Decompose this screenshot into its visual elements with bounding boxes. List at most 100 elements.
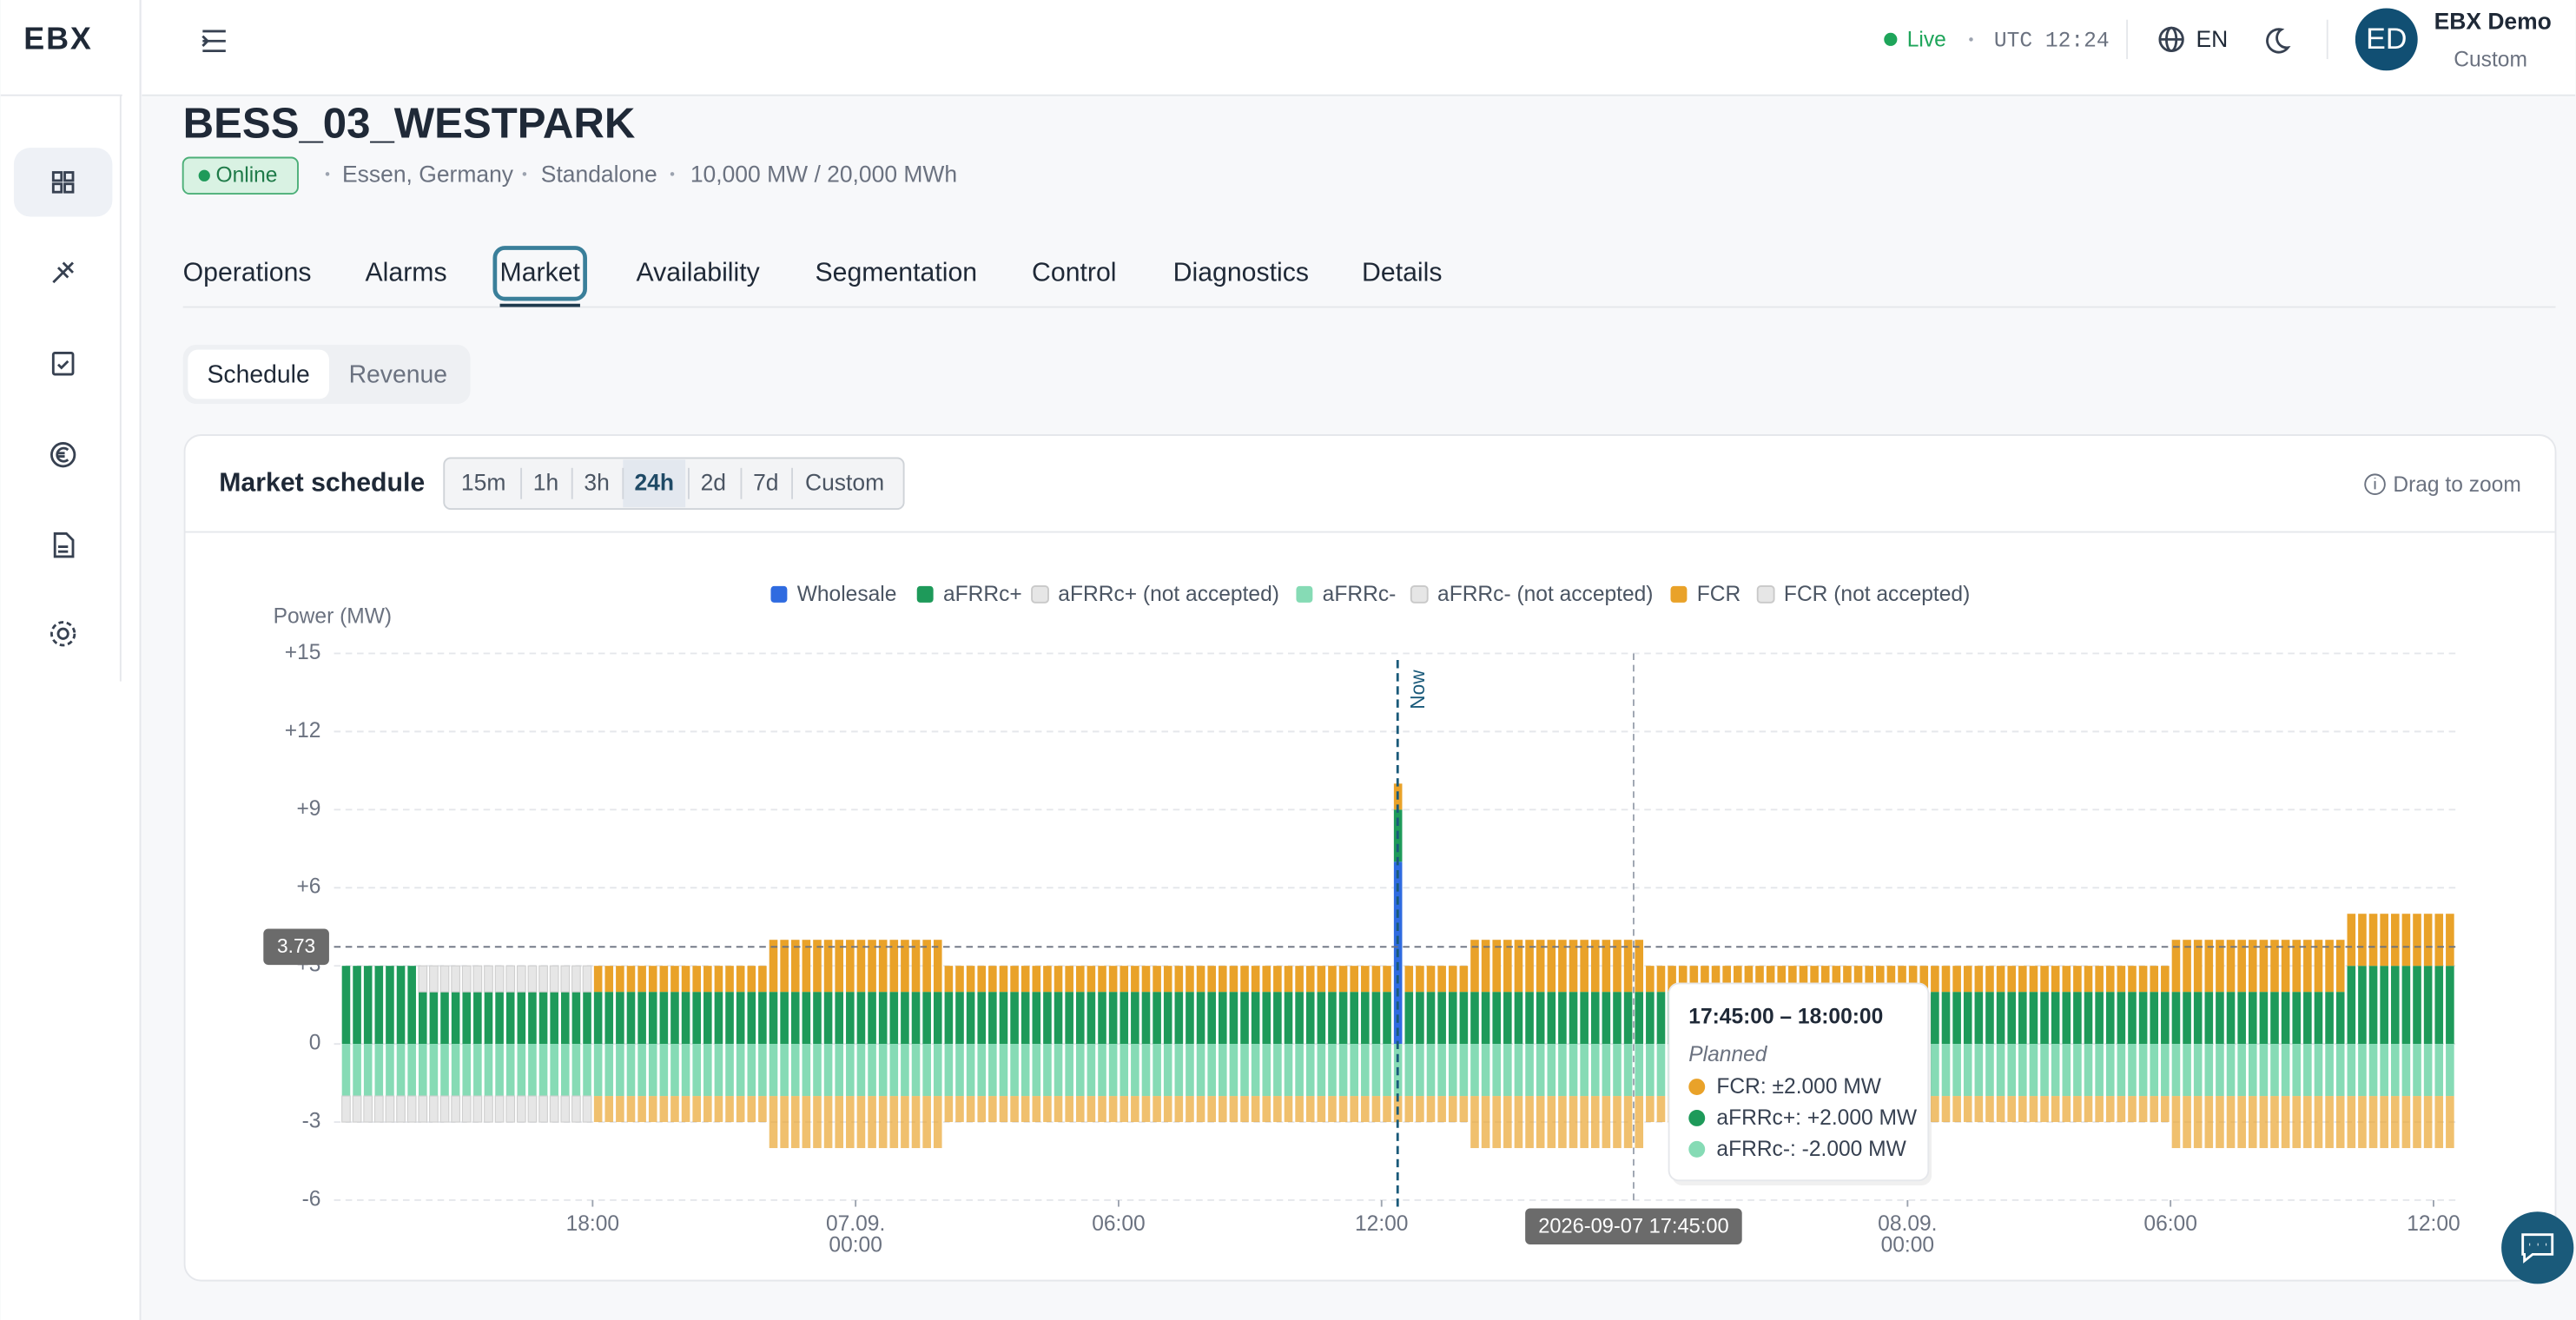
bar-segment <box>2105 1044 2115 1097</box>
x-tick-label: 06:00 <box>1092 1212 1145 1236</box>
bar-segment <box>1437 966 1446 993</box>
range-option[interactable]: 1h <box>533 470 558 496</box>
bar-segment <box>2128 1044 2137 1097</box>
bar-segment <box>1898 966 1906 993</box>
avatar[interactable] <box>2355 8 2418 71</box>
bar-segment <box>1075 1096 1085 1123</box>
bar-segment <box>2051 1096 2060 1123</box>
bar-segment <box>495 992 504 1045</box>
bar-segment <box>1426 1096 1436 1123</box>
range-option[interactable]: Custom <box>805 470 884 496</box>
bar-segment <box>626 1096 636 1123</box>
bar-segment <box>2062 966 2071 993</box>
bar-segment <box>2193 940 2203 993</box>
bar-segment <box>769 1044 778 1097</box>
bar-segment <box>2128 992 2137 1045</box>
bar-segment <box>407 966 416 1045</box>
bar-segment <box>472 1095 483 1123</box>
tab[interactable]: Segmentation <box>816 259 978 287</box>
bar-segment <box>813 1096 822 1149</box>
bar-segment <box>1075 966 1085 993</box>
globe-icon[interactable] <box>2158 26 2184 53</box>
bar-segment <box>2161 1044 2170 1097</box>
bar-segment <box>856 1044 866 1097</box>
bar-segment <box>2073 992 2082 1045</box>
bar-segment <box>429 1095 439 1123</box>
range-option[interactable]: 3h <box>584 470 609 496</box>
range-option[interactable]: 24h <box>634 470 674 496</box>
bar-segment <box>2303 1096 2312 1149</box>
tooltip-dot <box>1688 1140 1706 1158</box>
bar-segment <box>1613 1044 1622 1097</box>
bar-segment <box>1788 966 1797 993</box>
tab[interactable]: Operations <box>183 259 312 287</box>
bar-segment <box>1931 1044 1939 1097</box>
bar-segment <box>1492 1096 1502 1149</box>
bar-segment <box>1492 940 1502 993</box>
bar-segment <box>878 992 888 1045</box>
bar-segment <box>1503 992 1512 1045</box>
menu-toggle[interactable] <box>201 30 226 53</box>
bar-segment <box>868 992 876 1045</box>
badge-dot <box>198 169 210 182</box>
bar-segment <box>538 1044 548 1097</box>
x-tick-label: 00:00 <box>1881 1233 1934 1257</box>
bar-segment <box>889 1096 899 1149</box>
bar-segment <box>1448 1096 1457 1123</box>
bar-segment <box>1361 992 1370 1045</box>
bar-segment <box>1262 1044 1271 1097</box>
bar-segment <box>2226 940 2236 993</box>
bar-segment <box>439 965 450 993</box>
bar-segment <box>846 1096 855 1149</box>
bar-segment <box>846 992 855 1045</box>
subtab[interactable]: Revenue <box>349 360 447 388</box>
bar-segment <box>440 992 449 1045</box>
bar-segment <box>1635 940 1644 993</box>
tab[interactable]: Details <box>1362 259 1442 287</box>
bar-segment <box>2446 1096 2454 1149</box>
bar-segment <box>769 1096 778 1149</box>
chat-button[interactable] <box>2501 1211 2574 1284</box>
range-option[interactable]: 7d <box>753 470 778 496</box>
tab[interactable]: Alarms <box>366 259 447 287</box>
subtab[interactable]: Schedule <box>208 360 310 388</box>
bar-segment <box>550 992 558 1045</box>
now-label: Now <box>1406 670 1429 710</box>
bar-segment <box>505 965 516 993</box>
bar-segment <box>648 1096 657 1123</box>
sidebar <box>0 0 141 1320</box>
legend-label: aFRRc+ (not accepted) <box>1058 583 1279 606</box>
bar-segment <box>1404 966 1414 993</box>
tooltip-status: Planned <box>1688 1043 1767 1066</box>
bar-segment <box>747 992 756 1045</box>
bar-segment <box>1810 966 1819 993</box>
tab[interactable]: Control <box>1032 259 1116 287</box>
bar-segment <box>1974 992 1984 1045</box>
range-option[interactable]: 15m <box>461 470 505 496</box>
bar-segment <box>1525 1044 1534 1097</box>
tab[interactable]: Diagnostics <box>1173 259 1309 287</box>
bar-segment <box>2117 992 2126 1045</box>
bar-segment <box>1656 1096 1666 1123</box>
bar-segment <box>1075 992 1085 1045</box>
bar-segment <box>1361 966 1370 993</box>
bar-segment <box>2423 914 2433 967</box>
legend-swatch <box>1031 584 1049 604</box>
bar-segment <box>802 1044 811 1097</box>
bar-segment <box>1163 1044 1172 1097</box>
range-option[interactable]: 2d <box>701 470 726 496</box>
bar-segment <box>363 1095 373 1123</box>
bar-segment <box>1514 1044 1523 1097</box>
bar-segment <box>2084 1096 2093 1123</box>
tab[interactable]: Availability <box>636 259 760 287</box>
language[interactable]: EN <box>2196 26 2228 52</box>
tab[interactable]: Market <box>500 259 581 287</box>
nav-icons[interactable] <box>50 171 76 647</box>
bar-segment <box>1010 1096 1019 1123</box>
bar-segment <box>560 965 571 993</box>
theme-toggle[interactable] <box>2266 28 2291 54</box>
bar-segment <box>1952 992 1961 1045</box>
bar-segment <box>418 965 428 993</box>
bar-segment <box>2446 1044 2454 1097</box>
bar-segment <box>1843 966 1852 993</box>
